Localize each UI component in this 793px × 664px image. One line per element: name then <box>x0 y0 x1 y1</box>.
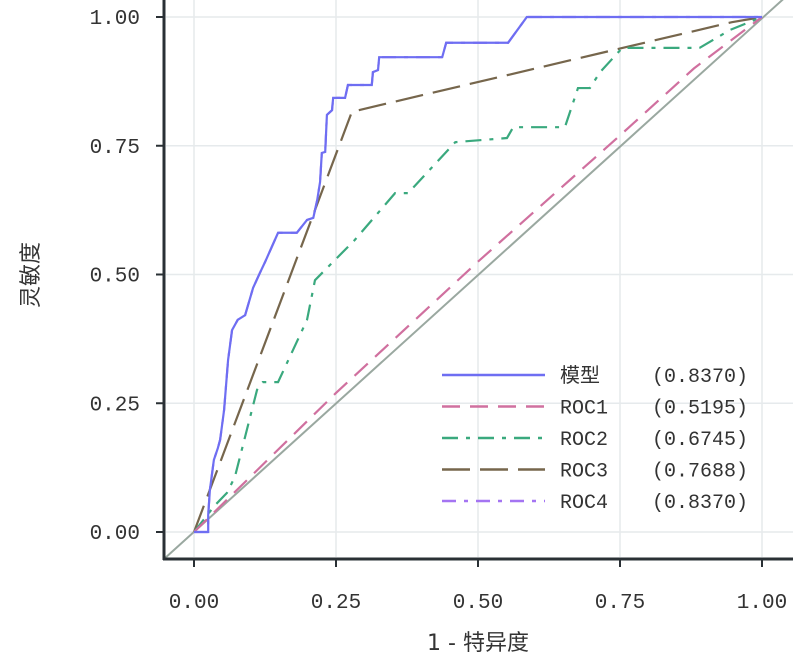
reference-diagonal <box>163 0 784 560</box>
legend-label: ROC3 <box>560 461 608 484</box>
legend-auc: (0.7688) <box>652 461 748 484</box>
x-tick-label: 0.50 <box>453 592 503 615</box>
series-line-ROC1 <box>193 16 763 533</box>
x-tick-label: 1.00 <box>737 592 787 615</box>
legend-label: ROC2 <box>560 429 608 452</box>
series-line-模型 <box>194 15 762 534</box>
series-group <box>192 15 763 534</box>
legend-label: ROC1 <box>560 398 608 421</box>
x-tick-label: 0.75 <box>595 592 645 615</box>
legend-label: 模型 <box>560 364 600 389</box>
legend-auc: (0.6745) <box>652 429 748 452</box>
y-tick-label: 0.75 <box>90 137 140 160</box>
legend-auc: (0.8370) <box>652 492 748 515</box>
legend-auc: (0.5195) <box>652 398 748 421</box>
y-tick-label: 0.25 <box>90 394 140 417</box>
y-tick-label: 0.50 <box>90 266 140 289</box>
legend: 模型 (0.8370) ROC1 (0.5195) ROC2 (0.6745) ROC3 (0… <box>442 364 748 515</box>
legend-auc: (0.8370) <box>652 366 748 389</box>
ticks: 0.00 0.25 0.50 0.75 1.00 0.00 0.25 0.50 0.75 1.00 <box>90 8 788 615</box>
x-axis-label: 1 - 特异度 <box>427 631 529 656</box>
y-tick-label: 1.00 <box>90 8 140 31</box>
series-line-ROC2 <box>193 15 763 533</box>
legend-label: ROC4 <box>560 492 608 515</box>
y-tick-label: 0.00 <box>90 523 140 546</box>
x-tick-label: 0.25 <box>311 592 361 615</box>
x-tick-label: 0.00 <box>169 592 219 615</box>
series-line-ROC3 <box>192 15 763 533</box>
y-axis-label: 灵敏度 <box>19 242 44 308</box>
